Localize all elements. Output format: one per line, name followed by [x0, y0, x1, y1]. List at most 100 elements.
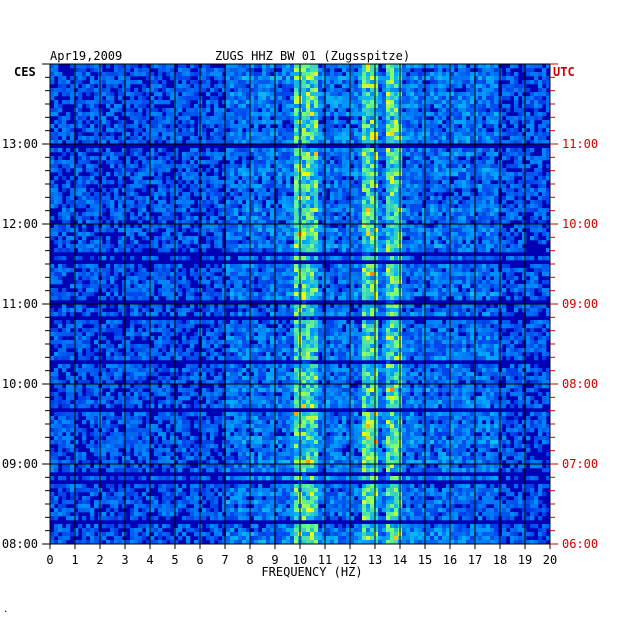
heatmap-cell	[490, 224, 495, 229]
heatmap-cell	[170, 116, 175, 121]
heatmap-cell	[514, 140, 519, 145]
heatmap-cell	[270, 216, 275, 221]
heatmap-cell	[506, 132, 511, 137]
heatmap-cell	[530, 204, 535, 209]
heatmap-cell	[258, 196, 263, 201]
heatmap-cell	[314, 264, 319, 269]
heatmap-cell	[86, 88, 91, 93]
heatmap-cell	[318, 76, 323, 81]
heatmap-cell	[478, 100, 483, 105]
heatmap-cell	[490, 192, 495, 197]
heatmap-cell	[314, 240, 319, 245]
heatmap-cell	[418, 168, 423, 173]
heatmap-cell	[138, 96, 143, 101]
heatmap-cell	[338, 172, 343, 177]
heatmap-cell	[154, 192, 159, 197]
heatmap-cell	[362, 228, 367, 233]
heatmap-cell	[190, 200, 195, 205]
heatmap-cell	[458, 148, 463, 153]
heatmap-cell	[66, 160, 71, 165]
heatmap-cell	[486, 160, 491, 165]
heatmap-cell	[154, 204, 159, 209]
heatmap-cell	[202, 176, 207, 181]
heatmap-cell	[358, 196, 363, 201]
heatmap-cell	[406, 208, 411, 213]
heatmap-cell	[242, 96, 247, 101]
heatmap-cell	[70, 96, 75, 101]
heatmap-cell	[410, 152, 415, 157]
heatmap-cell	[262, 224, 267, 229]
heatmap-cell	[282, 132, 287, 137]
heatmap-cell	[434, 96, 439, 101]
heatmap-cell	[442, 176, 447, 181]
heatmap-cell	[302, 196, 307, 201]
heatmap-cell	[186, 140, 191, 145]
heatmap-cell	[334, 264, 339, 269]
heatmap-cell	[138, 200, 143, 205]
heatmap-cell	[518, 228, 523, 233]
heatmap-cell	[190, 208, 195, 213]
heatmap-cell	[118, 64, 123, 69]
heatmap-cell	[266, 76, 271, 81]
heatmap-cell	[362, 168, 367, 173]
heatmap-cell	[306, 116, 311, 121]
heatmap-cell	[438, 148, 443, 153]
heatmap-cell	[530, 176, 535, 181]
heatmap-cell	[418, 72, 423, 77]
heatmap-cell	[250, 268, 255, 273]
heatmap-cell	[462, 184, 467, 189]
heatmap-cell	[366, 216, 371, 221]
heatmap-cell	[374, 140, 379, 145]
heatmap-cell	[290, 68, 295, 73]
heatmap-cell	[442, 112, 447, 117]
heatmap-cell	[306, 128, 311, 133]
heatmap-cell	[146, 256, 151, 261]
heatmap-cell	[394, 68, 399, 73]
heatmap-cell	[402, 212, 407, 217]
heatmap-cell	[454, 140, 459, 145]
heatmap-cell	[294, 192, 299, 197]
heatmap-cell	[166, 120, 171, 125]
heatmap-cell	[278, 88, 283, 93]
heatmap-cell	[282, 128, 287, 133]
heatmap-cell	[410, 148, 415, 153]
heatmap-cell	[246, 184, 251, 189]
heatmap-cell	[494, 196, 499, 201]
heatmap-cell	[522, 136, 527, 141]
heatmap-cell	[290, 100, 295, 105]
heatmap-cell	[234, 204, 239, 209]
heatmap-cell	[386, 112, 391, 117]
heatmap-cell	[142, 216, 147, 221]
heatmap-cell	[386, 220, 391, 225]
heatmap-cell	[522, 100, 527, 105]
heatmap-cell	[326, 156, 331, 161]
heatmap-cell	[270, 244, 275, 249]
heatmap-cell	[378, 92, 383, 97]
heatmap-cell	[122, 268, 127, 273]
heatmap-cell	[246, 116, 251, 121]
heatmap-cell	[234, 272, 239, 277]
heatmap-cell	[390, 116, 395, 121]
heatmap-cell	[374, 160, 379, 165]
heatmap-cell	[206, 240, 211, 245]
heatmap-cell	[454, 152, 459, 157]
heatmap-cell	[314, 268, 319, 273]
heatmap-cell	[274, 176, 279, 181]
heatmap-cell	[258, 104, 263, 109]
heatmap-cell	[342, 152, 347, 157]
heatmap-cell	[282, 188, 287, 193]
heatmap-cell	[290, 208, 295, 213]
heatmap-cell	[538, 176, 543, 181]
heatmap-cell	[114, 152, 119, 157]
heatmap-cell	[290, 84, 295, 89]
heatmap-cell	[190, 240, 195, 245]
heatmap-cell	[410, 196, 415, 201]
heatmap-cell	[394, 156, 399, 161]
heatmap-cell	[406, 172, 411, 177]
heatmap-cell	[474, 64, 479, 69]
heatmap-cell	[210, 136, 215, 141]
heatmap-cell	[482, 104, 487, 109]
heatmap-cell	[174, 152, 179, 157]
heatmap-cell	[178, 108, 183, 113]
heatmap-cell	[390, 120, 395, 125]
